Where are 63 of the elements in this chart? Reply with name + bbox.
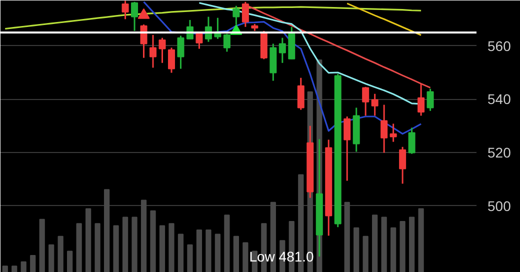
bar: [206, 230, 212, 272]
candlestick: [122, 0, 129, 20]
candlestick: [168, 46, 175, 74]
candlestick: [399, 146, 406, 184]
bar: [362, 236, 368, 272]
candlestick: [278, 37, 286, 64]
bar: [187, 244, 193, 272]
bar: [178, 234, 184, 272]
bar: [2, 266, 8, 272]
bar: [242, 242, 248, 272]
candlestick: [242, 1, 249, 28]
bar: [390, 227, 396, 272]
bar: [354, 227, 360, 272]
candlestick: [426, 88, 434, 112]
candlestick: [418, 82, 425, 116]
y-tick-label: 520: [488, 144, 512, 160]
candlestick: [223, 33, 230, 52]
bar: [400, 221, 406, 272]
bar: [140, 200, 147, 272]
bar: [381, 216, 387, 272]
candlestick: [177, 34, 184, 70]
bar: [67, 250, 73, 272]
bar: [113, 225, 119, 272]
bar: [344, 202, 350, 272]
y-tick-label: 560: [488, 38, 512, 54]
bar: [12, 266, 18, 272]
candlestick: [131, 1, 138, 32]
bar: [233, 236, 239, 272]
bar: [48, 244, 54, 272]
bar: [372, 214, 378, 272]
bar: [132, 216, 138, 272]
candlestick: [390, 122, 397, 143]
bar: [104, 189, 110, 272]
candlestick: [380, 104, 388, 154]
bar: [408, 216, 415, 272]
y-tick-label: 540: [488, 91, 512, 108]
bar: [58, 236, 64, 272]
candlestick: [196, 32, 203, 50]
candlestick: [232, 5, 240, 26]
y-tick-label: 500: [488, 198, 512, 214]
candlestick: [158, 37, 166, 64]
bar: [159, 225, 166, 272]
bar: [168, 223, 174, 272]
bar: [214, 234, 221, 272]
candlestick: [344, 116, 351, 182]
annotation: Low 481.0: [249, 248, 314, 264]
bar: [85, 208, 92, 272]
candlestick: [408, 126, 416, 155]
candlestick: [362, 86, 370, 116]
bar: [76, 223, 82, 272]
bar: [150, 210, 156, 272]
bar: [30, 255, 36, 272]
candlestick: [297, 77, 304, 111]
bar: [122, 216, 128, 272]
bar: [418, 208, 424, 272]
bar: [39, 218, 45, 272]
bar: [196, 230, 202, 272]
bar: [20, 261, 26, 272]
candlestick: [371, 93, 378, 116]
line-series: [346, 2, 422, 36]
bar: [224, 214, 230, 272]
candlestick: [150, 34, 157, 68]
bar: [94, 223, 100, 272]
